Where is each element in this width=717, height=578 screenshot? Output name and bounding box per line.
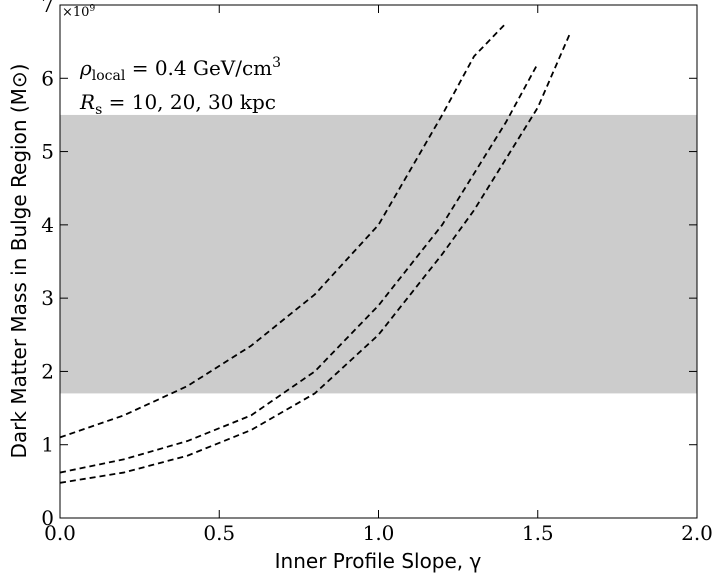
series-line xyxy=(60,22,507,439)
y-axis-label: Dark Matter Mass in Bulge Region (M⊙) xyxy=(7,64,31,459)
y-tick-label: 1 xyxy=(41,433,54,457)
x-tick-label: 1.5 xyxy=(522,521,554,545)
x-axis-label: Inner Profile Slope, γ xyxy=(275,549,482,573)
x-tick-label: 0.5 xyxy=(203,521,235,545)
offset-exp: 9 xyxy=(89,4,95,14)
annotation: ρlocal = 0.4 GeV/cm3 xyxy=(79,55,281,84)
annotation-symbol: R xyxy=(79,90,95,114)
annotation-sub: s xyxy=(95,102,102,118)
y-tick-label: 4 xyxy=(41,213,54,237)
y-tick-label: 5 xyxy=(41,140,54,164)
annotation-text: = 10, 20, 30 kpc xyxy=(102,90,276,114)
x-tick-label: 1.0 xyxy=(363,521,395,545)
series-line xyxy=(60,63,539,474)
annotation: Rs = 10, 20, 30 kpc xyxy=(79,90,276,118)
annotation-symbol: ρ xyxy=(79,56,92,80)
annotation-sup: 3 xyxy=(272,55,281,71)
y-tick-label: 2 xyxy=(41,359,54,383)
x-tick-label: 2.0 xyxy=(681,521,713,545)
annotation-text: = 0.4 GeV/cm xyxy=(125,56,272,80)
y-tick-label: 3 xyxy=(41,286,54,310)
plot xyxy=(60,22,571,484)
offset-text: ×109 xyxy=(62,4,95,20)
offset-base: ×10 xyxy=(62,5,89,20)
y-tick-label: 0 xyxy=(41,506,54,530)
y-tick-label: 6 xyxy=(41,66,54,90)
annotation-sub: local xyxy=(92,68,126,84)
x-tick-label: 0.0 xyxy=(44,521,76,545)
shaded-band xyxy=(60,114,697,394)
y-tick-label: 7 xyxy=(41,0,54,17)
